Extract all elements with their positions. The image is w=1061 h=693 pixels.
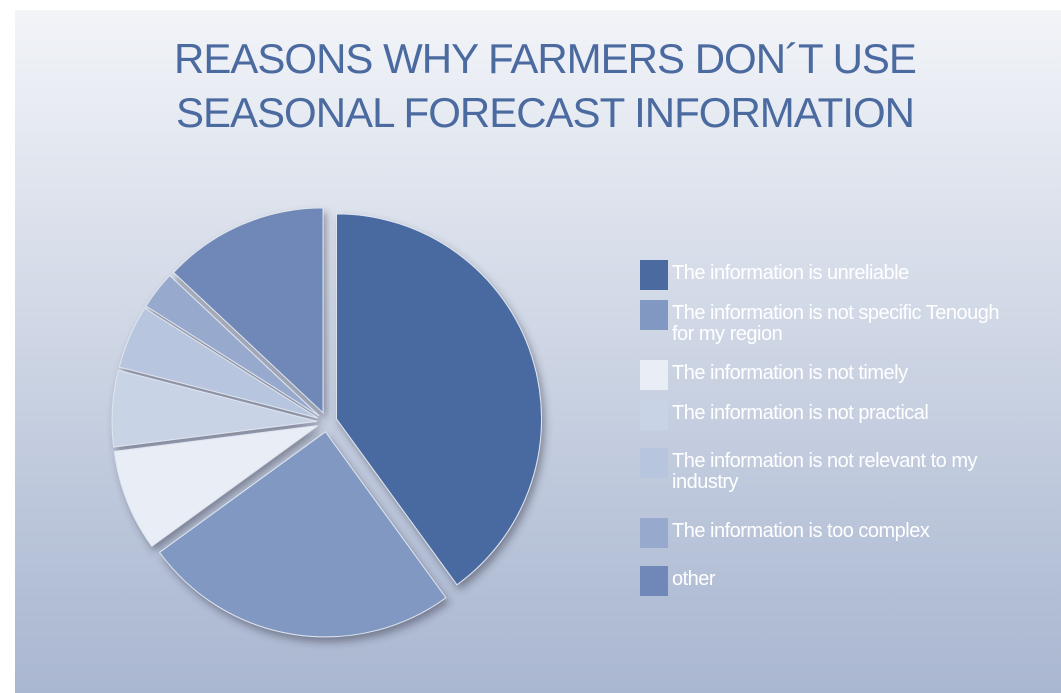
legend-swatch xyxy=(640,360,668,390)
legend-item: The information is not timely xyxy=(640,360,1017,390)
legend-swatch xyxy=(640,518,668,548)
legend-item: The information is not specific Tenough … xyxy=(640,300,1017,345)
pie-slice xyxy=(111,369,318,448)
chart-title: REASONS WHY FARMERS DON´T USE SEASONAL F… xyxy=(174,35,917,136)
legend-label: other xyxy=(672,568,716,590)
legend-label: The information is too complex xyxy=(672,520,930,542)
pie-slice xyxy=(145,274,320,417)
legend-label: The information is not practical xyxy=(672,402,929,424)
chart-panel: REASONS WHY FARMERS DON´T USE SEASONAL F… xyxy=(15,10,1061,693)
pie-slice xyxy=(172,207,324,414)
pie-area xyxy=(111,207,542,638)
legend-swatch xyxy=(640,448,668,478)
pie-slice xyxy=(158,431,447,638)
legend-label: The information is not timely xyxy=(672,362,908,384)
legend-swatch xyxy=(640,400,668,430)
legend-item: The information is not practical xyxy=(640,400,1017,430)
legend-item: other xyxy=(640,566,1017,596)
legend-label: The information is not specific Tenough … xyxy=(672,302,1000,345)
legend-item: The information is not relevant to my in… xyxy=(640,448,1017,493)
legend-item: The information is too complex xyxy=(640,518,1017,548)
pie-slice xyxy=(336,213,542,586)
legend-label: The information is not relevant to my in… xyxy=(672,450,977,493)
legend-swatch xyxy=(640,566,668,596)
legend-item: The information is unreliable xyxy=(640,260,1017,290)
legend-label: The information is unreliable xyxy=(672,262,909,284)
pie-slice xyxy=(113,425,318,547)
pie-slice xyxy=(118,307,319,419)
legend-swatch xyxy=(640,260,668,290)
legend-swatch xyxy=(640,300,668,330)
